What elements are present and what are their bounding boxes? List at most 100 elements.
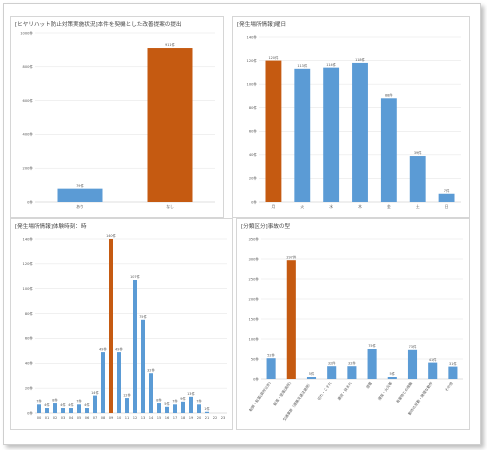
data-label: 52件 xyxy=(267,352,275,357)
x-tick-label: 02 xyxy=(53,416,58,420)
x-tick-label: 07 xyxy=(93,416,98,420)
y-tick-label: 800件 xyxy=(23,64,34,69)
y-tick-label: 100件 xyxy=(249,336,260,341)
x-tick-label: 01 xyxy=(45,416,50,420)
y-tick-label: 100件 xyxy=(23,286,34,291)
data-label: 5件 xyxy=(309,371,315,376)
x-tick-label: 13 xyxy=(141,416,146,420)
data-label: 7件 xyxy=(36,399,42,404)
bar xyxy=(109,239,113,413)
bar xyxy=(93,395,97,413)
data-label: 1件 xyxy=(204,406,210,411)
x-tick-label: 土 xyxy=(416,204,420,209)
data-label: 4件 xyxy=(60,402,66,407)
data-label: 39件 xyxy=(414,150,422,155)
bar xyxy=(125,398,129,413)
chart-title: [発生場所情報]曜日 xyxy=(237,22,287,28)
bar xyxy=(380,98,397,202)
bar xyxy=(141,319,145,413)
chart-title: [分類区分]事故の型 xyxy=(241,224,291,230)
y-tick-label: 1000件 xyxy=(20,30,33,35)
bar xyxy=(205,411,209,413)
bar xyxy=(327,366,337,379)
bar xyxy=(448,366,458,379)
x-tick-label: 20 xyxy=(197,416,202,420)
x-tick-label: 04 xyxy=(69,416,74,420)
x-tick-label: 木 xyxy=(358,204,362,209)
bar xyxy=(69,408,73,413)
chart-panel-hour: [発生場所情報]体験時刻：時 0件 20件 40件 60件 80件 100件 120件 140… xyxy=(10,218,233,430)
bar xyxy=(37,404,41,413)
x-tick-label: 09 xyxy=(109,416,114,420)
bar xyxy=(347,366,357,379)
data-label: 49件 xyxy=(99,346,107,351)
y-tick-label: 60件 xyxy=(249,129,258,134)
data-label: 13件 xyxy=(187,391,195,396)
bar xyxy=(352,62,368,202)
bar xyxy=(294,68,311,202)
y-tick-label: 200件 xyxy=(249,296,260,301)
data-label: 7件 xyxy=(172,399,178,404)
y-tick-label: 150件 xyxy=(249,316,260,321)
bar xyxy=(61,408,65,413)
data-label: 32件 xyxy=(147,367,155,372)
report-sheet: [ヒヤリハット防止対策実施状況]本件を契機とした改善提案の提出 0件 200件 40… xyxy=(3,3,481,445)
x-tick-label: 21 xyxy=(205,416,210,420)
bar xyxy=(197,404,201,413)
x-tick-label: 金 xyxy=(387,204,391,209)
x-tick-label: その他 xyxy=(443,380,454,392)
x-tick-label: 火 xyxy=(300,204,304,209)
bar xyxy=(133,280,137,413)
y-tick-label: 80件 xyxy=(25,311,34,316)
chart-title: [ヒヤリハット防止対策実施状況]本件を契機とした改善提案の提出 xyxy=(15,22,182,28)
bar xyxy=(407,349,418,379)
y-tick-label: 50件 xyxy=(251,356,260,361)
bar xyxy=(323,67,340,202)
chart-accident-type: 0件 50件 100件 150件 200件 250件 300件 350件 52件転倒・転落(高所… xyxy=(248,236,463,422)
bar xyxy=(286,260,296,379)
bar xyxy=(45,408,49,413)
x-tick-label: 16 xyxy=(165,416,170,420)
x-tick-label: 18 xyxy=(181,416,186,420)
x-tick-label: 15 xyxy=(157,416,162,420)
bar xyxy=(428,362,438,379)
x-tick-label: 12 xyxy=(133,416,138,420)
y-tick-label: 0件 xyxy=(27,199,33,204)
data-label: 49件 xyxy=(115,346,123,351)
y-tick-label: 40件 xyxy=(25,361,34,366)
x-tick-label: なし xyxy=(166,204,174,209)
data-label: 7件 xyxy=(196,399,202,404)
data-label: 140件 xyxy=(106,233,116,238)
y-tick-label: 20件 xyxy=(249,176,258,181)
data-label: 118件 xyxy=(355,57,365,62)
y-tick-label: 40件 xyxy=(249,152,258,157)
bar xyxy=(173,404,177,413)
data-label: 113件 xyxy=(297,63,307,68)
bar xyxy=(189,396,193,413)
y-tick-label: 120件 xyxy=(23,261,34,266)
data-label: 79件 xyxy=(76,183,84,188)
data-label: 73件 xyxy=(409,344,417,349)
data-label: 12件 xyxy=(123,392,131,397)
bar xyxy=(101,352,105,413)
bar xyxy=(165,406,169,413)
x-tick-label: 17 xyxy=(173,416,178,420)
x-tick-label: 08 xyxy=(101,416,106,420)
bar xyxy=(438,193,455,202)
data-label: 31件 xyxy=(449,361,457,366)
x-tick-label: 05 xyxy=(77,416,82,420)
x-tick-label: 転落・墜落(高所) xyxy=(272,380,292,406)
data-label: 8件 xyxy=(156,397,162,402)
x-tick-label: 11 xyxy=(125,416,130,420)
chart-panel-weekday: [発生場所情報]曜日 0件 20件 40件 60件 80件 100件 120件 140件 120… xyxy=(232,16,470,218)
data-label: 4件 xyxy=(68,402,74,407)
data-label: 120件 xyxy=(268,55,278,60)
bar xyxy=(181,401,185,413)
x-tick-label: 日 xyxy=(445,204,449,209)
data-label: 5件 xyxy=(164,401,170,406)
bar xyxy=(265,60,282,203)
x-tick-label: 感電 xyxy=(365,380,373,389)
data-label: 41件 xyxy=(429,357,437,362)
data-label: 32件 xyxy=(328,360,336,365)
data-label: 14件 xyxy=(91,390,99,395)
